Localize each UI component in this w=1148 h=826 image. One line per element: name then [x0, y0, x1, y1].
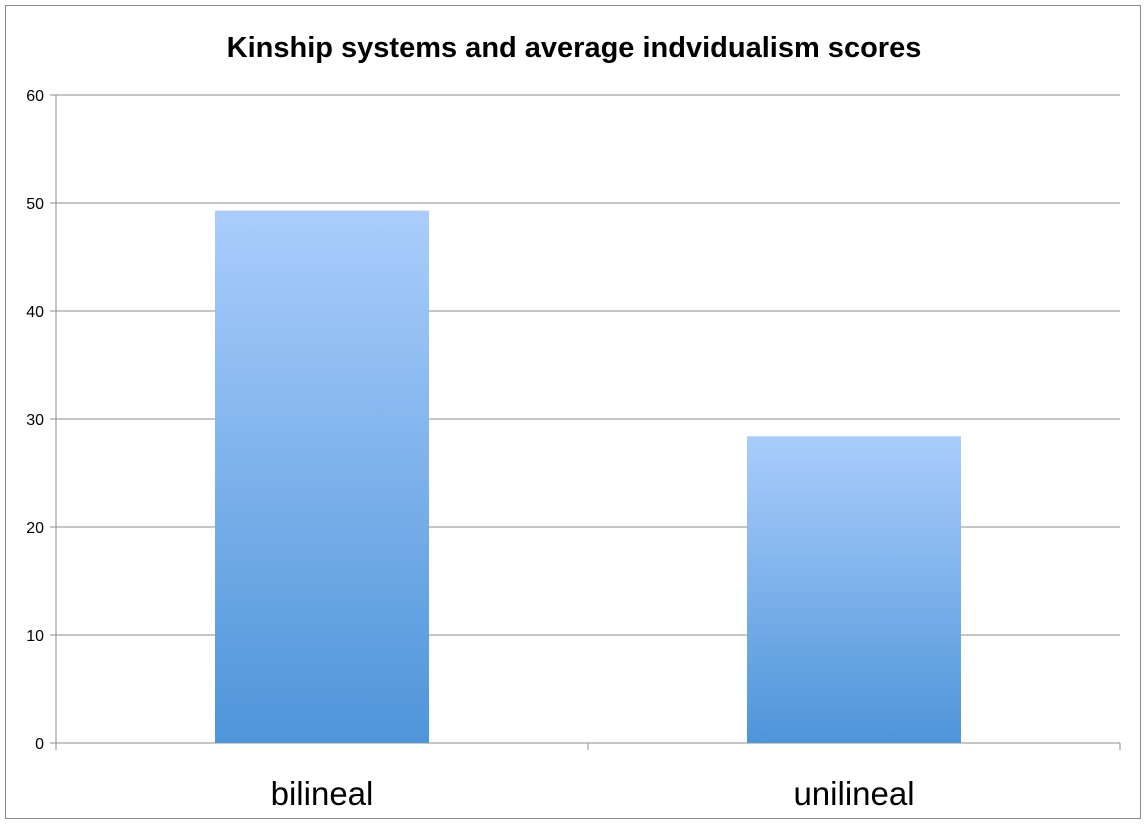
x-tick-label: bilineal	[271, 775, 374, 812]
y-tick-label: 20	[26, 520, 44, 537]
bars	[215, 210, 961, 743]
y-tick-label: 0	[35, 736, 44, 753]
y-tick-label: 60	[26, 88, 44, 105]
y-tick-label: 50	[26, 196, 44, 213]
y-tick-label: 10	[26, 628, 44, 645]
x-axis-tick-labels: bilineal unilineal	[271, 775, 915, 812]
bar-unilineal	[747, 436, 961, 743]
chart-title: Kinship systems and average indvidualism…	[227, 32, 922, 64]
y-tick-label: 40	[26, 304, 44, 321]
y-axis-tick-labels: 0 10 20 30 40 50 60	[26, 88, 44, 753]
x-tick-label: unilineal	[793, 775, 914, 812]
axes	[50, 95, 1121, 750]
bar-bilineal	[215, 210, 429, 743]
y-tick-label: 30	[26, 412, 44, 429]
